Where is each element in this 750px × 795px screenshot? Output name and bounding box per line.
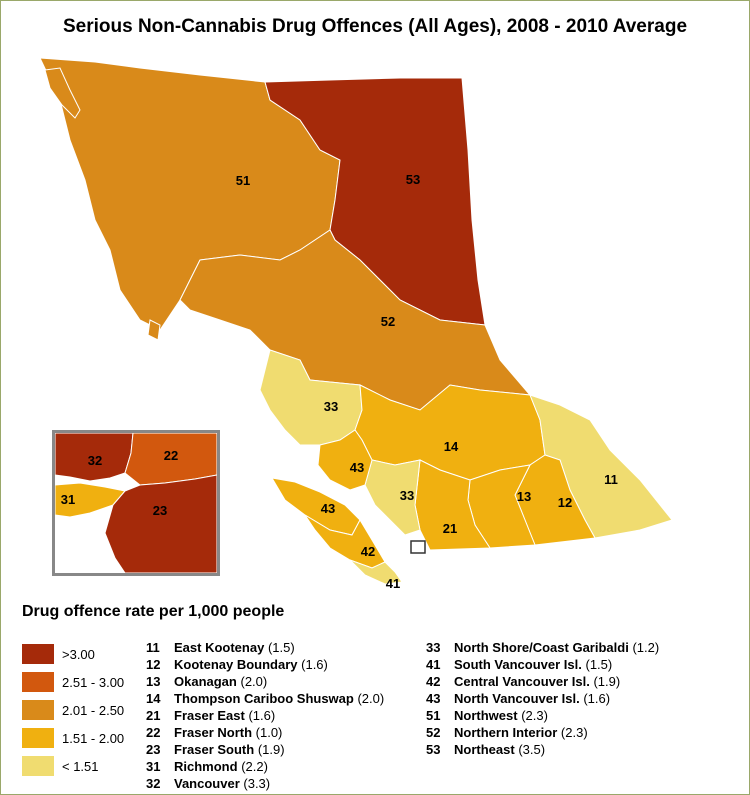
legend-swatch <box>22 700 54 720</box>
legend-item-lt151: < 1.51 <box>22 755 99 777</box>
health-area-list-2: 33 North Shore/Coast Garibaldi (1.2) 41 So… <box>426 639 659 758</box>
label-53: 53 <box>406 172 420 187</box>
label-33-south: 33 <box>400 488 414 503</box>
label-51: 51 <box>236 173 250 188</box>
health-area-row: 14 Thompson Cariboo Shuswap (2.0) <box>146 691 385 706</box>
health-area-row: 41 South Vancouver Isl. (1.5) <box>426 657 613 672</box>
label-13: 13 <box>517 489 531 504</box>
legend-label: >3.00 <box>62 646 95 662</box>
region-41-south-vancouver-island[interactable] <box>349 559 403 585</box>
legend-item-gt300: >3.00 <box>22 643 95 665</box>
health-area-row: 33 North Shore/Coast Garibaldi (1.2) <box>426 640 660 655</box>
map-title: Serious Non-Cannabis Drug Offences (All … <box>62 16 688 37</box>
legend-label: < 1.51 <box>62 758 99 774</box>
label-33-north: 33 <box>324 399 338 414</box>
health-area-row: 53 Northeast (3.5) <box>426 742 546 757</box>
vancouver-inset: 32 22 31 23 <box>52 430 220 576</box>
health-area-row: 22 Fraser North (1.0) <box>146 725 283 740</box>
label-43-island: 43 <box>321 501 335 516</box>
health-area-row: 51 Northwest (2.3) <box>426 708 548 723</box>
health-area-row: 11 East Kootenay (1.5) <box>146 640 295 655</box>
inset-label-32: 32 <box>88 453 102 468</box>
bc-map: 53 51 52 33 14 43 43 33 13 12 11 21 42 4… <box>39 57 673 591</box>
health-area-row: 32 Vancouver (3.3) <box>146 776 271 791</box>
health-area-row: 12 Kootenay Boundary (1.6) <box>146 657 328 672</box>
legend-label: 1.51 - 2.00 <box>62 730 125 746</box>
label-11: 11 <box>604 472 618 487</box>
legend-swatch <box>22 672 54 692</box>
health-area-row: 21 Fraser East (1.6) <box>146 708 276 723</box>
health-area-list-1: 11 East Kootenay (1.5) 12 Kootenay Boundar… <box>146 639 384 792</box>
inset-region-23-fraser-south[interactable] <box>104 474 217 573</box>
legend-item-201-250: 2.01 - 2.50 <box>22 699 124 721</box>
legend-item-151-200: 1.51 - 2.00 <box>22 727 124 749</box>
label-43-mainland: 43 <box>350 460 364 475</box>
legend-label: 2.01 - 2.50 <box>62 702 125 718</box>
health-area-row: 23 Fraser South (1.9) <box>146 742 285 757</box>
inset-label-22: 22 <box>164 448 178 463</box>
small-coastal-island <box>147 319 161 341</box>
inset-location-marker <box>410 540 426 554</box>
label-41: 41 <box>386 576 400 591</box>
inset-label-31: 31 <box>61 492 75 507</box>
legend-title: Drug offence rate per 1,000 people <box>22 603 285 620</box>
legend-swatch <box>22 756 54 776</box>
region-43-mainland-coast[interactable] <box>317 429 373 491</box>
label-14: 14 <box>444 439 459 454</box>
health-area-row: 13 Okanagan (2.0) <box>146 674 268 689</box>
label-12: 12 <box>558 495 572 510</box>
health-area-row: 52 Northern Interior (2.3) <box>426 725 588 740</box>
region-33-sea-to-sky[interactable] <box>364 459 421 536</box>
health-area-row: 42 Central Vancouver Isl. (1.9) <box>426 674 621 689</box>
health-area-row: 43 North Vancouver Isl. (1.6) <box>426 691 611 706</box>
inset-label-23: 23 <box>153 503 167 518</box>
label-42: 42 <box>361 544 375 559</box>
legend-swatch <box>22 728 54 748</box>
label-52: 52 <box>381 314 395 329</box>
label-21: 21 <box>443 521 457 536</box>
legend-item-251-300: 2.51 - 3.00 <box>22 671 124 693</box>
legend-label: 2.51 - 3.00 <box>62 674 125 690</box>
legend-swatch <box>22 644 54 664</box>
health-area-row: 31 Richmond (2.2) <box>146 759 268 774</box>
haida-gwaii-island <box>44 67 81 119</box>
